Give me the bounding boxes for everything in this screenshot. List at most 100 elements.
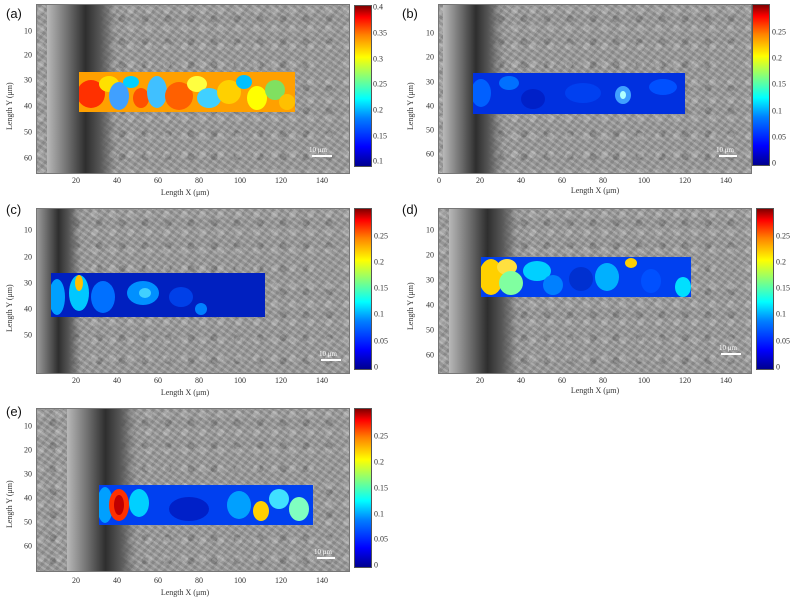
panel-e: (e) 10 μm 10 20 30 40 50 60 Length Y (μm… [0, 400, 395, 601]
y-tick: 10 [426, 225, 434, 235]
y-tick: 30 [24, 75, 32, 85]
x-tick: 100 [638, 176, 650, 185]
colorbar-tick: 0 [374, 560, 378, 570]
x-tick: 140 [316, 376, 328, 385]
x-tick: 120 [275, 176, 287, 185]
colorbar-tick: 0.25 [772, 27, 786, 37]
x-tick: 100 [234, 576, 246, 585]
x-axis-label: Length X (μm) [570, 186, 620, 195]
colorbar [354, 208, 372, 370]
x-tick: 120 [275, 576, 287, 585]
colorbar-tick: 0.25 [374, 231, 388, 241]
panel-a: (a) 10 μm 10 20 [0, 0, 395, 200]
heatmap-overlay [473, 73, 685, 114]
y-axis-label: Length Y (μm) [406, 282, 415, 330]
y-tick: 10 [426, 28, 434, 38]
x-tick: 40 [113, 176, 121, 185]
y-tick: 30 [24, 469, 32, 479]
colorbar-tick: 0.1 [772, 106, 782, 116]
colorbar-tick: 0.05 [374, 336, 388, 346]
micrograph: 10 μm [438, 4, 752, 174]
scale-bar [321, 359, 341, 361]
colorbar-tick: 0.15 [373, 131, 387, 141]
x-tick: 40 [113, 376, 121, 385]
scale-bar [721, 353, 741, 355]
x-axis-label: Length X (μm) [160, 388, 210, 397]
x-tick: 80 [599, 376, 607, 385]
y-tick: 60 [24, 541, 32, 551]
colorbar-tick: 0.2 [373, 105, 383, 115]
x-tick: 140 [720, 176, 732, 185]
y-tick: 50 [426, 325, 434, 335]
x-tick: 0 [437, 176, 441, 185]
y-tick: 40 [24, 493, 32, 503]
y-tick: 20 [24, 252, 32, 262]
y-axis-label: Length Y (μm) [5, 82, 14, 130]
x-tick: 120 [679, 176, 691, 185]
x-tick: 140 [720, 376, 732, 385]
colorbar-tick: 0.05 [772, 132, 786, 142]
y-tick: 50 [24, 517, 32, 527]
colorbar-tick: 0.2 [776, 257, 786, 267]
colorbar-tick: 0.25 [373, 79, 387, 89]
heatmap-overlay [51, 273, 265, 317]
micrograph: 10 μm [36, 408, 350, 572]
colorbar [354, 408, 372, 568]
x-tick: 80 [599, 176, 607, 185]
colorbar-tick: 0.15 [374, 483, 388, 493]
x-tick: 40 [517, 176, 525, 185]
scale-bar-label: 10 μm [719, 344, 737, 352]
y-tick: 40 [24, 304, 32, 314]
panel-label: (c) [6, 202, 22, 217]
y-tick: 40 [24, 101, 32, 111]
colorbar [354, 5, 372, 167]
colorbar-tick: 0.4 [373, 2, 383, 12]
colorbar-tick: 0.25 [776, 231, 790, 241]
y-tick: 60 [426, 149, 434, 159]
colorbar-tick: 0 [776, 362, 780, 372]
colorbar-tick: 0.1 [373, 156, 383, 166]
colorbar-tick: 0.05 [776, 336, 790, 346]
micrograph: 10 μm [36, 4, 350, 174]
y-tick: 60 [24, 153, 32, 163]
x-tick: 60 [154, 176, 162, 185]
y-tick: 10 [24, 421, 32, 431]
y-tick: 20 [426, 52, 434, 62]
colorbar [752, 4, 770, 166]
y-tick: 20 [24, 445, 32, 455]
panel-label: (a) [6, 6, 22, 21]
scale-bar-label: 10 μm [716, 146, 734, 154]
x-tick: 120 [275, 376, 287, 385]
y-axis-label: Length Y (μm) [406, 82, 415, 130]
x-tick: 60 [558, 176, 566, 185]
y-tick: 20 [426, 250, 434, 260]
x-tick: 100 [638, 376, 650, 385]
y-tick: 60 [426, 350, 434, 360]
colorbar-tick: 0.2 [374, 257, 384, 267]
x-tick: 40 [517, 376, 525, 385]
colorbar [756, 208, 774, 370]
y-tick: 50 [426, 125, 434, 135]
colorbar-tick: 0.15 [772, 79, 786, 89]
heatmap-overlay [481, 257, 691, 297]
colorbar-tick: 0.1 [776, 309, 786, 319]
micrograph: 10 μm [438, 208, 752, 374]
colorbar-tick: 0 [374, 362, 378, 372]
scale-bar-label: 10 μm [319, 350, 337, 358]
colorbar-tick: 0.2 [374, 457, 384, 467]
y-tick: 50 [24, 127, 32, 137]
scale-bar-label: 10 μm [309, 146, 327, 154]
panel-label: (b) [402, 6, 418, 21]
y-tick: 30 [426, 275, 434, 285]
scale-bar [312, 155, 332, 157]
colorbar-tick: 0.2 [772, 53, 782, 63]
colorbar-tick: 0.3 [373, 54, 383, 64]
x-tick: 80 [195, 576, 203, 585]
x-tick: 60 [154, 376, 162, 385]
x-tick: 120 [679, 376, 691, 385]
x-tick: 140 [316, 576, 328, 585]
x-tick: 40 [113, 576, 121, 585]
heatmap-overlay [99, 485, 313, 525]
x-tick: 140 [316, 176, 328, 185]
panel-c: (c) 10 μm 10 20 30 40 50 Length Y (μm) 2… [0, 200, 395, 400]
